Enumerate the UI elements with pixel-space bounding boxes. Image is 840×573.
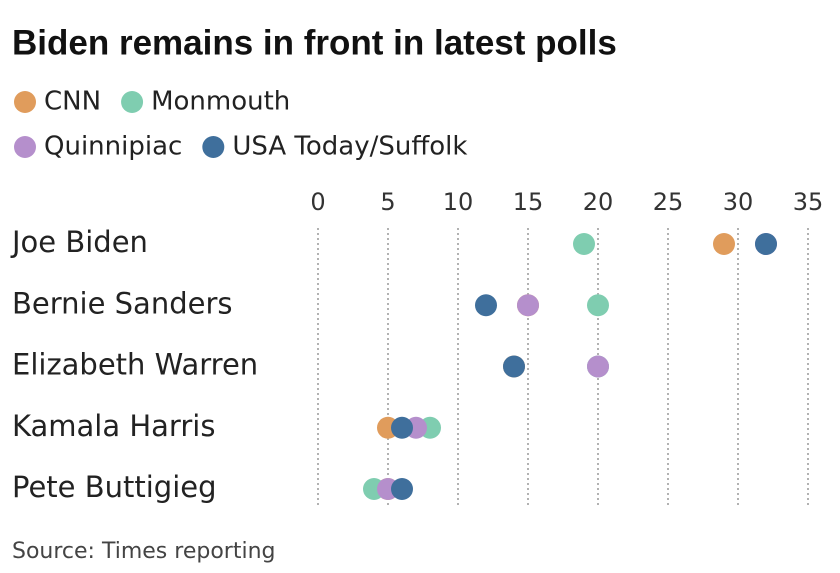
legend-label: USA Today/Suffolk <box>232 132 467 162</box>
dot <box>503 355 525 378</box>
dot <box>517 294 539 317</box>
dot <box>587 355 609 378</box>
source: Source: Times reporting <box>12 539 275 564</box>
x-tick-label: 10 <box>443 188 474 216</box>
legend-label: Quinnipiac <box>44 132 182 162</box>
category-label: Pete Buttigieg <box>12 470 217 504</box>
x-tick-label: 25 <box>653 188 684 216</box>
dot <box>391 416 413 439</box>
legend-label: CNN <box>44 87 101 117</box>
x-tick-label: 5 <box>380 188 395 216</box>
x-tick-label: 35 <box>793 188 824 216</box>
legend-swatch <box>202 136 225 158</box>
legend-swatch <box>121 91 144 113</box>
legend-swatch <box>14 136 36 158</box>
legend-label: Monmouth <box>151 87 290 117</box>
category-label: Joe Biden <box>10 225 148 259</box>
dot <box>475 294 497 317</box>
x-tick-label: 20 <box>583 188 614 216</box>
dot <box>587 294 609 317</box>
category-label: Kamala Harris <box>12 409 215 443</box>
x-tick-label: 15 <box>513 188 544 216</box>
dot <box>391 478 413 500</box>
dot <box>755 233 777 255</box>
dot <box>713 233 735 255</box>
dot <box>573 233 595 255</box>
category-label: Elizabeth Warren <box>12 348 258 382</box>
category-label: Bernie Sanders <box>12 286 233 320</box>
x-tick-label: 30 <box>723 188 754 216</box>
x-tick-label: 0 <box>310 188 325 216</box>
chart-title: Biden remains in front in latest polls <box>12 23 617 62</box>
legend-swatch <box>14 91 36 113</box>
